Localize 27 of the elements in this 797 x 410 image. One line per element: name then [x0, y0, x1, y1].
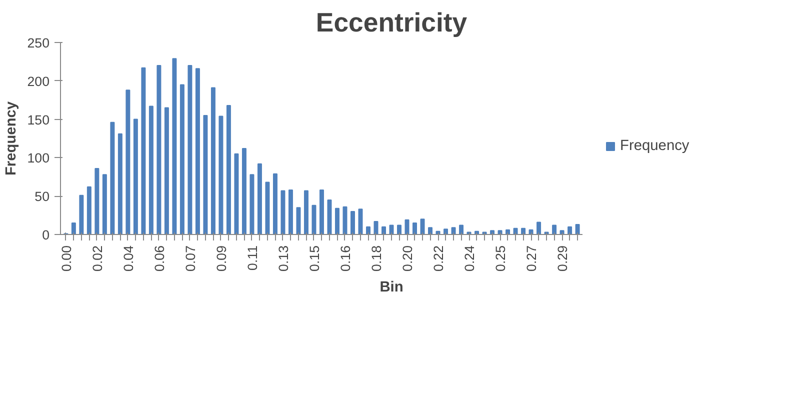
x-tick-label: 0.13	[276, 245, 291, 272]
legend-label: Frequency	[620, 138, 690, 154]
x-tick-label: 0.16	[338, 245, 353, 272]
x-tick-label: 0.06	[152, 245, 167, 272]
y-tick-label: 50	[34, 189, 50, 204]
x-tick-label: 0.25	[493, 245, 508, 272]
x-axis-title: Bin	[380, 279, 404, 296]
y-tick-label: 0	[42, 228, 50, 242]
y-tick-label: 200	[27, 74, 50, 89]
x-tick-label: 0.09	[214, 245, 229, 272]
y-axis-title: Frequency	[3, 100, 20, 176]
x-tick-label: 0.00	[58, 245, 74, 272]
x-tick-label: 0.02	[90, 245, 105, 272]
x-tick-label: 0.15	[306, 245, 322, 272]
x-tick-label: 0.04	[120, 244, 136, 272]
x-tick-label: 0.22	[431, 245, 446, 272]
x-tick-label: 0.07	[182, 245, 198, 272]
y-tick-label: 150	[27, 112, 50, 128]
x-tick-label: 0.11	[244, 246, 260, 270]
x-tick-label: 0.20	[400, 245, 416, 272]
chart-title: Eccentricity	[316, 8, 468, 38]
y-tick-label: 250	[27, 36, 50, 50]
x-tick-label: 0.29	[555, 245, 570, 272]
y-tick-label: 100	[27, 150, 50, 166]
x-tick-label: 0.18	[368, 245, 384, 272]
x-tick-label: 0.24	[462, 244, 478, 272]
x-tick-label: 0.27	[524, 245, 540, 272]
